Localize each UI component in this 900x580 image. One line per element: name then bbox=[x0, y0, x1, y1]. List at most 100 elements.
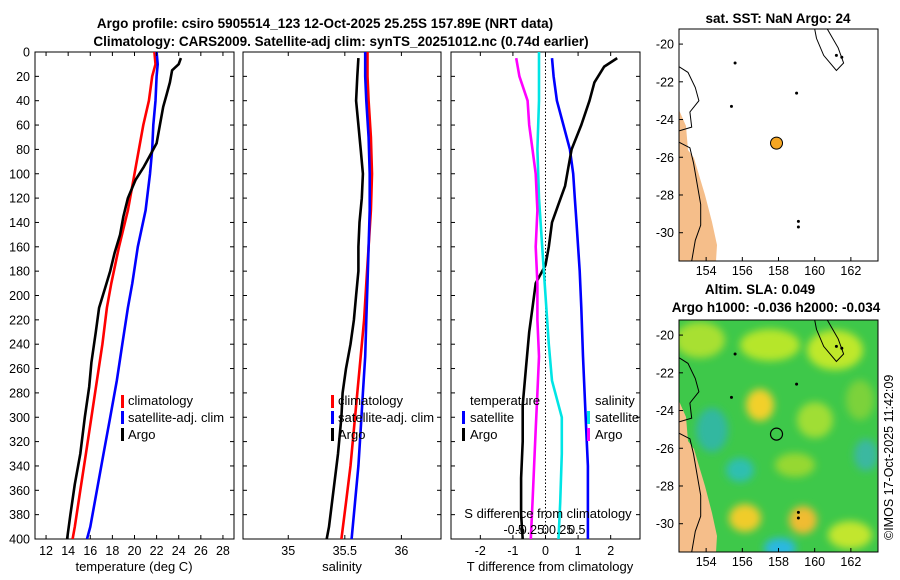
sst-map: sat. SST: NaN Argo: 24 154 156 158 160 162 -2… bbox=[656, 11, 879, 278]
map-x-tick-label: 156 bbox=[732, 555, 753, 569]
island-marker bbox=[795, 382, 799, 386]
x-tick-label: 0 bbox=[542, 544, 549, 558]
map-x-tick-label: 160 bbox=[804, 555, 825, 569]
sst-map-land bbox=[679, 110, 717, 261]
y-tick-label: 20 bbox=[16, 70, 30, 84]
map-y-tick-label: -26 bbox=[656, 442, 674, 456]
x-tick-label: 1 bbox=[575, 544, 582, 558]
sla-blob bbox=[726, 458, 754, 482]
legend-climatology: climatology bbox=[128, 393, 194, 408]
legend-swatch-satellite bbox=[331, 411, 334, 424]
top-tick-label: -0.25 bbox=[516, 523, 545, 537]
island-marker bbox=[796, 516, 800, 520]
x-tick-label: -2 bbox=[475, 544, 486, 558]
island-marker bbox=[795, 91, 799, 95]
sst-map-coastline bbox=[679, 29, 845, 261]
series-line-salinity-satellite bbox=[536, 52, 564, 539]
x-tick-label: -1 bbox=[507, 544, 518, 558]
salinity-panel: 35 35.5 36 salinity climatology satellite-… bbox=[242, 51, 442, 574]
legend-climatology: climatology bbox=[338, 393, 404, 408]
sla-map: Altim. SLA: 0.049 Argo h1000: -0.036 h20… bbox=[656, 282, 881, 569]
island-marker bbox=[733, 61, 737, 65]
y-tick-label: 340 bbox=[9, 459, 30, 473]
island-marker bbox=[796, 510, 800, 514]
sla-blob bbox=[797, 402, 833, 438]
legend-salinity-title: salinity bbox=[595, 393, 635, 408]
map-y-tick-label: -22 bbox=[656, 366, 674, 380]
series-line-salinity-argo bbox=[514, 57, 541, 539]
y-tick-label: 220 bbox=[9, 313, 30, 327]
map-y-tick-label: -20 bbox=[656, 38, 674, 52]
argo-position-marker bbox=[769, 427, 784, 441]
x-tick-label: 20 bbox=[128, 544, 142, 558]
sla-blob bbox=[846, 380, 874, 420]
y-tick-label: 120 bbox=[9, 192, 30, 206]
island-marker bbox=[729, 104, 733, 108]
legend-swatch-satellite bbox=[121, 411, 124, 424]
series-line-temperature-argo bbox=[519, 57, 618, 539]
map-y-tick-label: -22 bbox=[656, 75, 674, 89]
map-x-tick-label: 162 bbox=[840, 264, 861, 278]
y-tick-label: 300 bbox=[9, 411, 30, 425]
difference-top-axis-label: S difference from climatology bbox=[464, 506, 632, 521]
x-tick-label: 12 bbox=[39, 544, 53, 558]
sla-heatmap bbox=[679, 322, 878, 552]
island-marker bbox=[796, 219, 800, 223]
sla-map-title1: Altim. SLA: 0.049 bbox=[705, 282, 815, 297]
y-tick-label: 100 bbox=[9, 167, 30, 181]
legend-swatch-sal-argo bbox=[587, 428, 590, 441]
x-tick-label: 14 bbox=[61, 544, 75, 558]
island-marker bbox=[840, 55, 844, 59]
copyright-text: ©IMOS 17-Oct-2025 11:42:09 bbox=[882, 375, 896, 540]
salinity-legend: climatology satellite-adj. clim Argo bbox=[331, 393, 434, 442]
map-x-tick-label: 158 bbox=[768, 264, 789, 278]
top-tick-label: 0.25 bbox=[549, 523, 573, 537]
y-tick-label: 380 bbox=[9, 508, 30, 522]
sla-map-coastline bbox=[679, 320, 845, 552]
x-tick-label: 28 bbox=[216, 544, 230, 558]
legend-swatch-argo bbox=[121, 428, 124, 441]
sla-blob bbox=[696, 408, 728, 452]
legend-sal-satellite: satellite bbox=[595, 410, 639, 425]
temperature-legend: climatology satellite-adj. clim Argo bbox=[121, 393, 224, 442]
island-marker bbox=[796, 225, 800, 229]
legend-swatch-climatology bbox=[121, 395, 124, 408]
argo-position-marker bbox=[770, 136, 784, 150]
y-tick-label: 260 bbox=[9, 362, 30, 376]
y-tick-label: 400 bbox=[9, 533, 30, 547]
island-marker bbox=[729, 395, 733, 399]
sla-blob bbox=[789, 506, 817, 534]
x-tick-label: 26 bbox=[194, 544, 208, 558]
y-tick-label: 80 bbox=[16, 143, 30, 157]
salinity-xlabel: salinity bbox=[322, 559, 362, 574]
x-tick-label: 35 bbox=[281, 544, 295, 558]
sla-map-land bbox=[679, 401, 717, 552]
y-tick-label: 40 bbox=[16, 94, 30, 108]
series-line-satellite-adj-clim bbox=[85, 52, 159, 539]
top-tick-label: -0.5 bbox=[503, 523, 525, 537]
island-marker bbox=[840, 346, 844, 350]
island-marker bbox=[733, 352, 737, 356]
legend-swatch-argo bbox=[331, 428, 334, 441]
y-tick-label: 180 bbox=[9, 265, 30, 279]
x-tick-label: 18 bbox=[105, 544, 119, 558]
legend-argo: Argo bbox=[128, 427, 155, 442]
y-tick-label: 280 bbox=[9, 386, 30, 400]
salinity-axes-box bbox=[242, 51, 442, 540]
x-tick-label: 24 bbox=[172, 544, 186, 558]
y-tick-label: 360 bbox=[9, 484, 30, 498]
y-tick-label: 140 bbox=[9, 216, 30, 230]
sla-blob bbox=[740, 329, 800, 361]
legend-swatch-sal-satellite bbox=[587, 411, 590, 424]
figure-title-line2: Climatology: CARS2009. Satellite-adj cli… bbox=[93, 34, 588, 49]
sla-blob bbox=[807, 330, 863, 370]
difference-panel: -2 -1 0 1 2 T difference from climatology S … bbox=[450, 51, 641, 574]
difference-legend: temperature satellite Argo salinity sate… bbox=[462, 393, 639, 442]
temperature-xlabel: temperature (deg C) bbox=[75, 559, 192, 574]
legend-temperature-title: temperature bbox=[470, 393, 540, 408]
legend-satellite: satellite-adj. clim bbox=[128, 410, 224, 425]
sla-blob bbox=[679, 322, 725, 358]
sla-blob bbox=[854, 439, 878, 471]
map-y-tick-label: -28 bbox=[656, 479, 674, 493]
